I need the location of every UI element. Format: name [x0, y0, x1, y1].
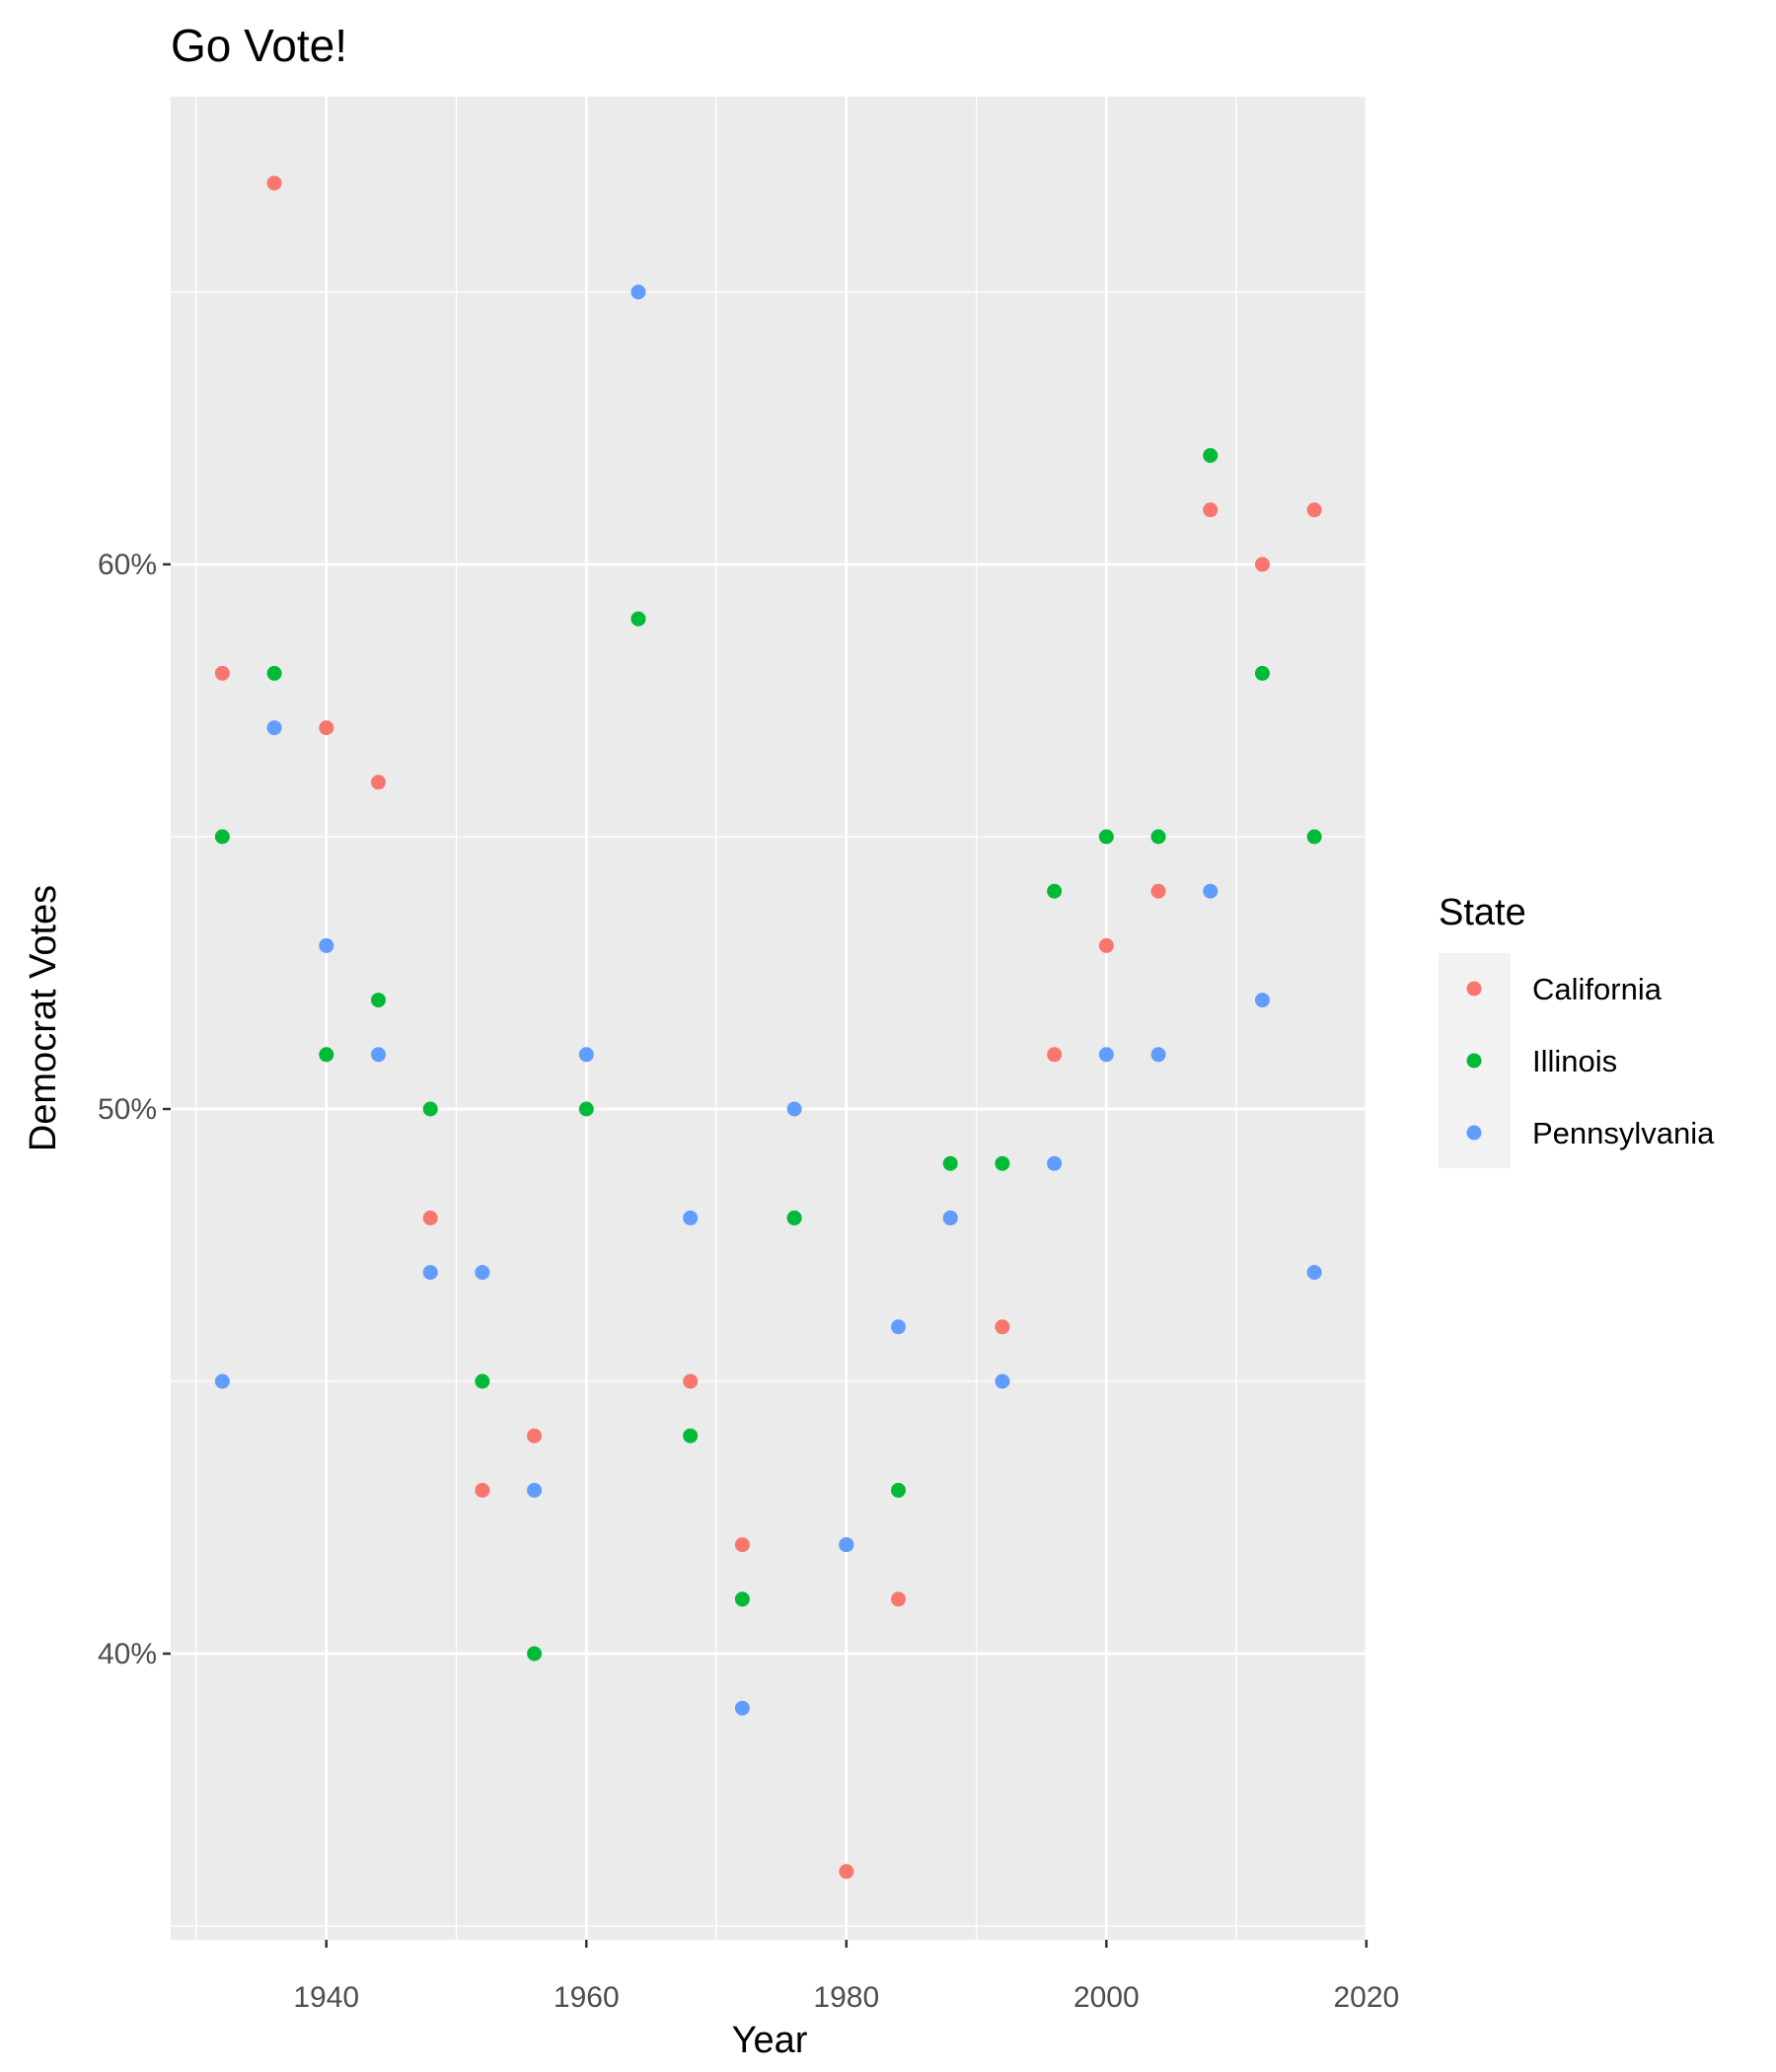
data-point	[942, 1155, 958, 1171]
data-point	[839, 1864, 854, 1880]
data-point	[319, 937, 334, 953]
axis-ticks	[163, 562, 1369, 1948]
data-point	[1306, 1265, 1322, 1281]
data-point	[734, 1537, 750, 1553]
data-point	[1203, 883, 1219, 899]
legend-items: California Illinois Pennsylvania	[1466, 972, 1715, 1150]
y-tick-label: 60%	[98, 549, 157, 581]
data-point	[578, 1047, 594, 1063]
data-point	[1098, 1047, 1114, 1063]
data-point	[370, 775, 386, 790]
data-point	[995, 1155, 1010, 1171]
data-point	[1254, 665, 1270, 681]
x-tick-label: 1940	[293, 1981, 359, 2014]
data-point	[475, 1482, 490, 1498]
data-point	[1306, 502, 1322, 518]
data-point	[1150, 883, 1166, 899]
data-point	[839, 1537, 854, 1553]
data-point	[942, 1210, 958, 1225]
x-tick-label: 2020	[1333, 1981, 1399, 2014]
data-point	[630, 611, 646, 627]
data-point	[475, 1265, 490, 1281]
data-point	[578, 1101, 594, 1117]
data-point	[891, 1319, 907, 1335]
legend-label: California	[1532, 972, 1663, 1006]
data-point	[266, 665, 282, 681]
data-point	[1150, 829, 1166, 845]
data-point	[422, 1101, 438, 1117]
data-point	[786, 1101, 802, 1117]
grid-lines	[171, 97, 1369, 1940]
data-point	[214, 829, 230, 845]
x-tick-label: 2000	[1073, 1981, 1140, 2014]
chart-title: Go Vote!	[171, 20, 347, 71]
data-point	[683, 1373, 699, 1389]
data-point	[786, 1210, 802, 1225]
data-point	[683, 1210, 699, 1225]
legend-label: Pennsylvania	[1532, 1116, 1715, 1150]
data-point	[734, 1700, 750, 1716]
data-point	[1047, 883, 1063, 899]
data-point	[319, 720, 334, 736]
legend: State California Illinois Pennsylvania	[1439, 892, 1715, 1168]
data-point	[891, 1482, 907, 1498]
y-axis-title: Democrat Votes	[23, 885, 64, 1151]
y-tick-label: 50%	[98, 1093, 157, 1126]
data-point	[1203, 448, 1219, 464]
legend-label: Illinois	[1532, 1044, 1617, 1078]
data-point	[475, 1373, 490, 1389]
data-point	[527, 1646, 543, 1662]
data-point	[266, 176, 282, 191]
data-point	[422, 1210, 438, 1225]
data-point	[527, 1428, 543, 1443]
data-points	[214, 176, 1322, 1880]
legend-title: State	[1439, 892, 1526, 933]
data-point	[319, 1047, 334, 1063]
data-point	[422, 1265, 438, 1281]
y-tick-label: 40%	[98, 1638, 157, 1670]
data-point	[891, 1591, 907, 1607]
data-point	[995, 1373, 1010, 1389]
x-tick-label: 1960	[554, 1981, 620, 2014]
data-point	[1306, 829, 1322, 845]
data-point	[214, 1373, 230, 1389]
data-point	[683, 1428, 699, 1443]
legend-key	[1466, 981, 1482, 997]
legend-key	[1466, 1125, 1482, 1141]
data-point	[1150, 1047, 1166, 1063]
data-point	[1254, 556, 1270, 572]
data-point	[734, 1591, 750, 1607]
x-axis-title: Year	[732, 2020, 808, 2061]
x-tick-label: 1980	[813, 1981, 879, 2014]
data-point	[214, 665, 230, 681]
data-point	[1203, 502, 1219, 518]
data-point	[630, 284, 646, 300]
data-point	[370, 1047, 386, 1063]
data-point	[995, 1319, 1010, 1335]
axis-tick-labels: 1940 1960 1980 2000 2020 40% 50% 60%	[98, 549, 1399, 2014]
data-point	[1047, 1155, 1063, 1171]
data-point	[527, 1482, 543, 1498]
legend-key	[1466, 1053, 1482, 1069]
data-point	[1254, 993, 1270, 1008]
data-point	[1047, 1047, 1063, 1063]
data-point	[266, 720, 282, 736]
data-point	[1098, 937, 1114, 953]
data-point	[370, 993, 386, 1008]
data-point	[1098, 829, 1114, 845]
plot-panel	[171, 97, 1368, 1940]
